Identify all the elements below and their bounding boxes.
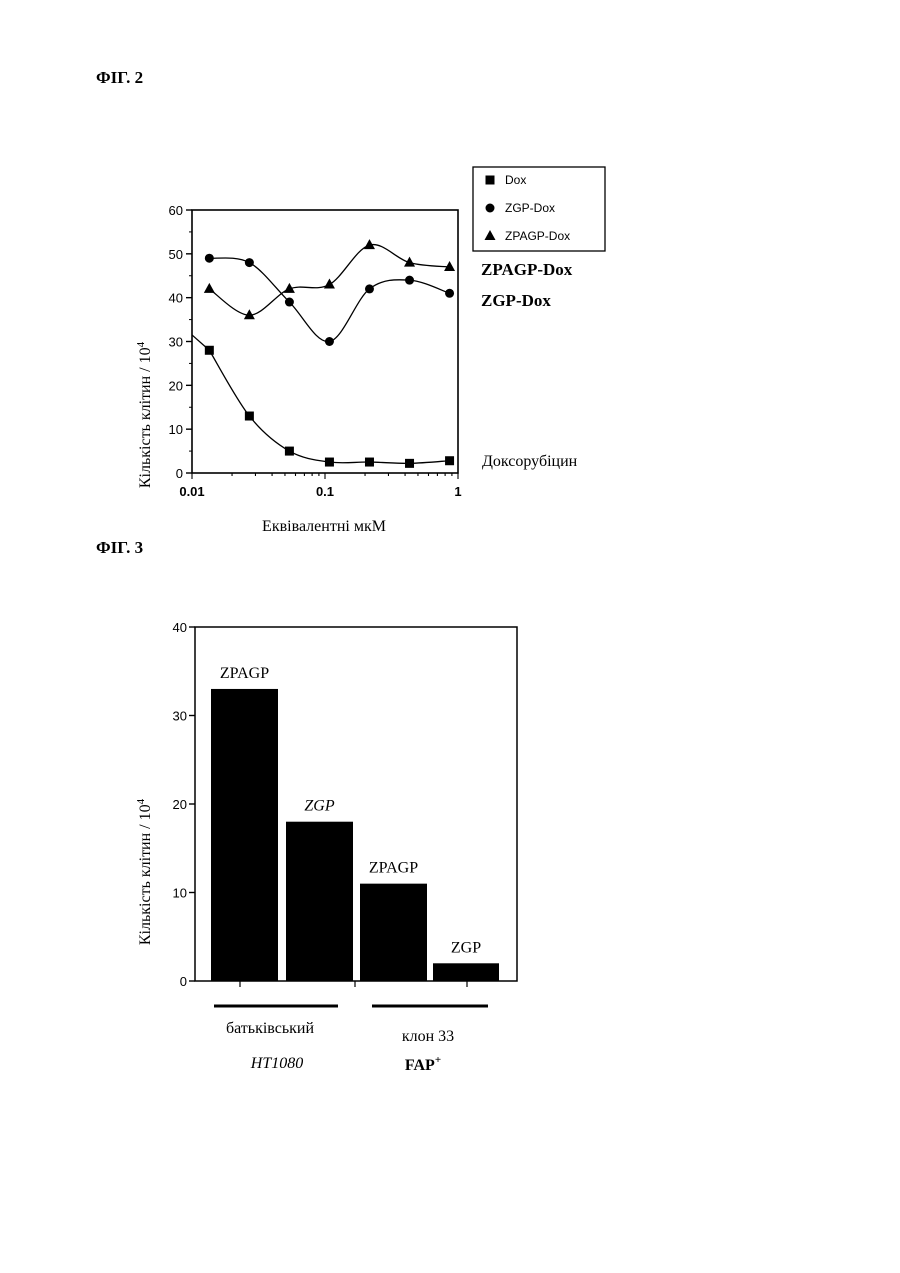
series-line-dox (209, 350, 449, 463)
figure-2-label: ФІГ. 2 (96, 68, 143, 88)
y-axis-title: Кількість клітин / 104 (135, 341, 154, 488)
marker-dox (405, 459, 414, 468)
marker-zpagp-dox (324, 279, 335, 289)
bar-zpagp (360, 884, 427, 981)
legend-marker-dox (486, 176, 495, 185)
annotation-zpagp-dox: ZPAGP-Dox (481, 260, 573, 279)
bar-zgp (286, 822, 353, 981)
x-axis-title: Еквівалентні мкМ (262, 518, 386, 535)
y-tick-label: 40 (173, 620, 187, 635)
marker-zgp-dox (245, 258, 254, 267)
marker-dox (325, 458, 334, 467)
marker-zgp-dox (365, 284, 374, 293)
legend-label-zgp-dox: ZGP-Dox (505, 201, 555, 215)
marker-zgp-dox (205, 254, 214, 263)
y-tick-label: 50 (169, 247, 183, 262)
y-axis-title: Кількість клітин / 104 (135, 798, 154, 945)
marker-dox (445, 456, 454, 465)
bar-zgp (433, 963, 499, 981)
x-tick-label: 1 (454, 484, 461, 499)
bar-chart: 010203040 ZPAGPZGPZPAGPZGP батьківський … (0, 610, 900, 1080)
y-tick-label: 30 (169, 335, 183, 350)
y-tick-label: 60 (169, 203, 183, 218)
line-chart: 0 10 20 30 40 50 60 0.01 0.1 1 Dox ZGP-Dox ZPAGP-Do… (0, 150, 900, 540)
bar-label-zpagp: ZPAGP (220, 665, 269, 682)
line-chart-markers (204, 239, 455, 468)
bar-zpagp (211, 689, 278, 981)
marker-zgp-dox (445, 289, 454, 298)
y-tick-label: 20 (169, 378, 183, 393)
bar-label-zgp: ZGP (304, 798, 334, 815)
y-tick-label: 20 (173, 797, 187, 812)
legend-label-dox: Dox (505, 173, 526, 187)
y-tick-label: 10 (169, 422, 183, 437)
marker-dox (365, 458, 374, 467)
y-tick-label: 0 (176, 466, 183, 481)
group-label-parent: батьківський (226, 1020, 315, 1037)
legend: Dox ZGP-Dox ZPAGP-Dox (473, 167, 605, 251)
x-tick-label: 0.01 (179, 484, 204, 499)
y-tick-label: 0 (180, 974, 187, 989)
legend-label-zpagp-dox: ZPAGP-Dox (505, 229, 570, 243)
y-tick-label: 10 (173, 886, 187, 901)
x-tick-label: 0.1 (316, 484, 334, 499)
bar-label-zpagp: ZPAGP (369, 860, 418, 877)
figure-3-label: ФІГ. 3 (96, 538, 143, 558)
y-tick-label: 30 (173, 709, 187, 724)
marker-dox (245, 412, 254, 421)
marker-zgp-dox (405, 276, 414, 285)
legend-marker-zgp-dox (486, 204, 495, 213)
marker-dox (285, 447, 294, 456)
marker-zgp-dox (325, 337, 334, 346)
annotation-zgp-dox: ZGP-Dox (481, 291, 551, 310)
marker-zpagp-dox (204, 283, 215, 293)
group-sublabel-ht1080: HT1080 (250, 1055, 303, 1072)
series-line-zgp-dox (209, 258, 449, 342)
bar-chart-bars: ZPAGP ZGP ZPAGP ZGP (211, 665, 499, 981)
group-sublabel-fap: FAP+ (405, 1054, 441, 1074)
marker-dox (205, 346, 214, 355)
bar-label-zgp: ZGP (451, 939, 481, 956)
group-label-clone: клон 33 (402, 1028, 454, 1045)
y-tick-label: 40 (169, 291, 183, 306)
marker-zpagp-dox (444, 261, 455, 271)
marker-zgp-dox (285, 298, 294, 307)
annotation-doxorubicin: Доксорубіцин (482, 453, 578, 470)
